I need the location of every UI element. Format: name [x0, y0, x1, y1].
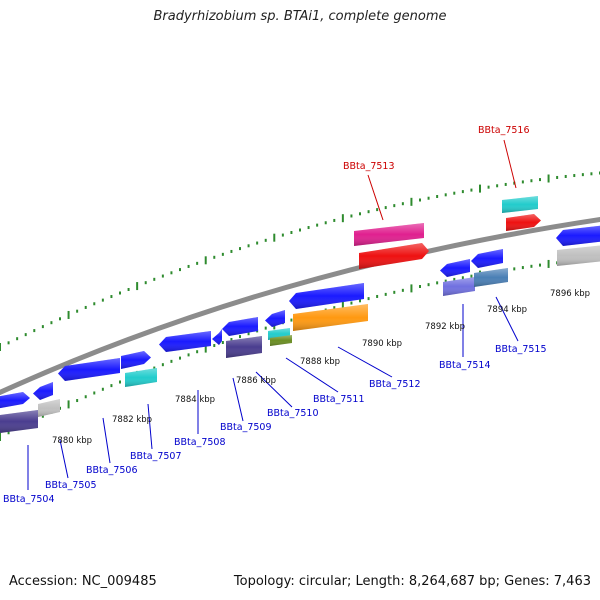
- label-leader-lines: [27, 139, 519, 490]
- genome-backbone: [0, 216, 600, 396]
- gene-feature-shading: [33, 382, 53, 400]
- gene-feature-shading: [293, 304, 368, 331]
- gene-features: [0, 196, 600, 433]
- gene-feature-shading: [440, 259, 470, 277]
- label-leader: [255, 371, 293, 408]
- label-leader: [367, 174, 384, 221]
- gene-feature-shading: [212, 329, 222, 345]
- scale-label: 7894 kbp: [487, 305, 527, 315]
- gene-label[interactable]: BBta_7506: [86, 465, 138, 476]
- gene-feature-shading: [506, 214, 541, 231]
- scale-label: 7888 kbp: [300, 357, 340, 367]
- gene-label[interactable]: BBta_7513: [343, 161, 395, 172]
- scale-label: 7890 kbp: [362, 339, 402, 349]
- scale-label: 7896 kbp: [550, 289, 590, 299]
- gene-feature-shading: [502, 196, 538, 213]
- gene-feature-shading: [58, 358, 120, 381]
- label-leader: [285, 357, 339, 393]
- gene-label[interactable]: BBta_7505: [45, 480, 97, 491]
- scale-labels: 7880 kbp 7882 kbp 7884 kbp 7886 kbp 7888 kbp…: [52, 289, 590, 446]
- gene-feature-shading: [0, 392, 30, 409]
- scale-label: 7880 kbp: [52, 436, 92, 446]
- scale-label: 7892 kbp: [425, 322, 465, 332]
- gene-feature-shading: [557, 245, 600, 266]
- label-leader: [495, 296, 519, 342]
- outer-tick-track: [0, 171, 600, 351]
- gene-feature-shading: [354, 223, 424, 246]
- gene-label[interactable]: BBta_7511: [313, 394, 365, 405]
- gene-feature-shading: [0, 410, 38, 433]
- label-leader: [337, 346, 393, 378]
- scale-label: 7884 kbp: [175, 395, 215, 405]
- gene-label[interactable]: BBta_7510: [267, 408, 319, 419]
- label-leader: [232, 377, 244, 422]
- gene-feature-shading: [226, 336, 262, 358]
- label-leader: [147, 403, 153, 450]
- gene-label[interactable]: BBta_7509: [220, 422, 272, 433]
- gene-label[interactable]: BBta_7507: [130, 451, 182, 462]
- map-title: Bradyrhizobium sp. BTAi1, complete genom…: [153, 9, 447, 24]
- label-leader: [503, 139, 517, 189]
- gene-feature-shading: [359, 243, 429, 269]
- gene-feature-shading: [222, 317, 258, 336]
- gene-feature-shading: [443, 277, 475, 296]
- label-leader: [102, 417, 111, 464]
- gene-feature-shading: [270, 335, 292, 346]
- gene-feature-shading: [289, 283, 364, 309]
- topology-text: Topology: circular; Length: 8,264,687 bp…: [233, 574, 591, 589]
- gene-feature-shading: [125, 368, 157, 387]
- gene-label[interactable]: BBta_7512: [369, 379, 421, 390]
- gene-label[interactable]: BBta_7514: [439, 360, 491, 371]
- gene-feature-shading: [38, 399, 60, 417]
- gene-feature-shading: [556, 225, 600, 246]
- scale-label: 7886 kbp: [236, 376, 276, 386]
- gene-feature-shading: [159, 331, 211, 352]
- gene-feature-shading: [265, 310, 285, 327]
- gene-feature-shading: [121, 351, 151, 369]
- label-leader: [59, 439, 69, 479]
- gene-labels: BBta_7504 BBta_7505 BBta_7506 BBta_7507 BBta…: [3, 125, 547, 505]
- gene-feature-shading: [471, 249, 503, 268]
- accession-text: Accession: NC_009485: [9, 574, 157, 589]
- scale-label: 7882 kbp: [112, 415, 152, 425]
- gene-label[interactable]: BBta_7516: [478, 125, 530, 136]
- gene-label[interactable]: BBta_7508: [174, 437, 226, 448]
- gene-label[interactable]: BBta_7515: [495, 344, 547, 355]
- gene-feature-shading: [474, 268, 508, 287]
- gene-label[interactable]: BBta_7504: [3, 494, 55, 505]
